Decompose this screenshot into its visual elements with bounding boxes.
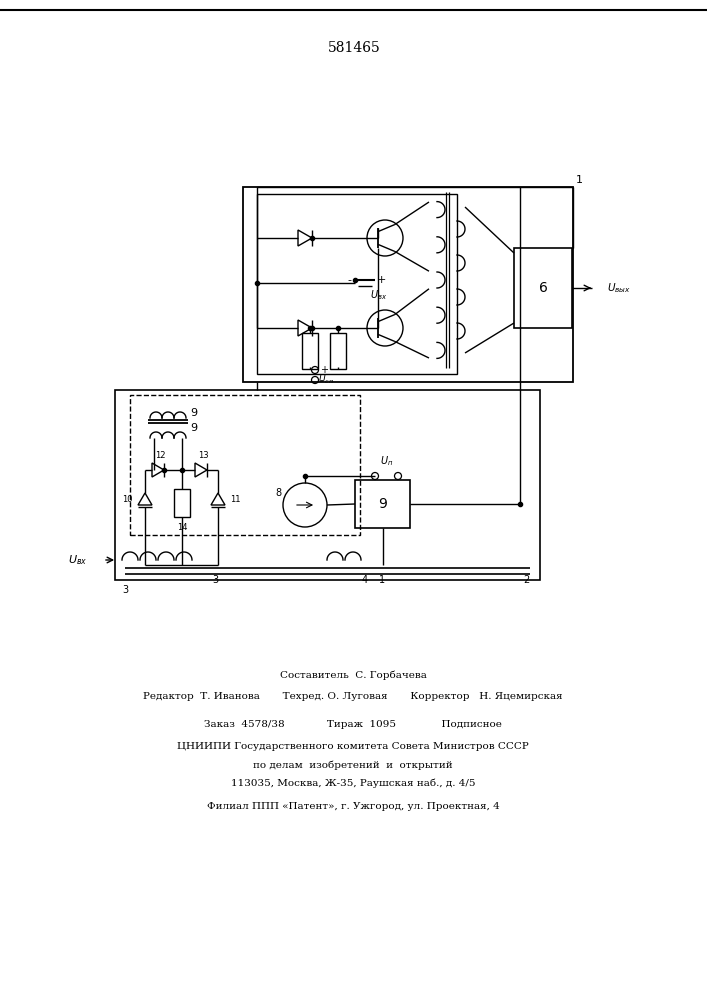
Polygon shape bbox=[138, 493, 152, 505]
Text: 3: 3 bbox=[122, 585, 128, 595]
Text: +: + bbox=[320, 365, 328, 375]
Text: Филиал ППП «Патент», г. Ужгород, ул. Проектная, 4: Филиал ППП «Патент», г. Ужгород, ул. Про… bbox=[206, 802, 499, 811]
Text: 1: 1 bbox=[576, 175, 583, 185]
Text: $U_{вых}$: $U_{вых}$ bbox=[607, 281, 631, 295]
Text: $U_п$: $U_п$ bbox=[380, 454, 393, 468]
Text: по делам  изобретений  и  открытий: по делам изобретений и открытий bbox=[253, 760, 452, 770]
Text: 14: 14 bbox=[177, 523, 187, 532]
Polygon shape bbox=[211, 493, 225, 505]
Bar bbox=[257, 194, 457, 374]
Text: ЦНИИПИ Государственного комитета Совета Министров СССР: ЦНИИПИ Государственного комитета Совета … bbox=[177, 742, 529, 751]
Polygon shape bbox=[298, 230, 312, 246]
Text: 4: 4 bbox=[362, 575, 368, 585]
Text: 8: 8 bbox=[275, 488, 281, 498]
Polygon shape bbox=[298, 320, 312, 336]
Text: $U_{вх}$: $U_{вх}$ bbox=[370, 288, 387, 302]
Text: -: - bbox=[347, 275, 351, 285]
Bar bbox=[130, 395, 360, 535]
Text: 9: 9 bbox=[190, 408, 197, 418]
Text: 9: 9 bbox=[190, 423, 197, 433]
Polygon shape bbox=[195, 463, 207, 477]
Text: 12: 12 bbox=[155, 451, 165, 460]
Text: $U_{сп}$: $U_{сп}$ bbox=[318, 373, 334, 385]
Text: 13: 13 bbox=[198, 451, 209, 460]
Text: Заказ  4578/38             Тираж  1095              Подписное: Заказ 4578/38 Тираж 1095 Подписное bbox=[204, 720, 502, 729]
Text: Редактор  Т. Иванова       Техред. О. Луговая       Корректор   Н. Яцемирская: Редактор Т. Иванова Техред. О. Луговая К… bbox=[144, 692, 563, 701]
Polygon shape bbox=[152, 463, 164, 477]
Bar bbox=[514, 248, 572, 328]
Text: 10: 10 bbox=[122, 495, 133, 504]
Text: 6: 6 bbox=[539, 281, 547, 295]
Bar bbox=[174, 489, 190, 517]
Text: 2: 2 bbox=[524, 575, 530, 585]
Text: -: - bbox=[320, 375, 324, 385]
Text: +: + bbox=[377, 275, 386, 285]
Bar bbox=[302, 333, 318, 369]
Bar bbox=[243, 187, 573, 382]
Text: 9: 9 bbox=[378, 497, 387, 511]
Text: 11: 11 bbox=[230, 495, 240, 504]
Text: Составитель  С. Горбачева: Составитель С. Горбачева bbox=[279, 670, 426, 680]
Text: 1: 1 bbox=[380, 575, 385, 585]
Text: 3: 3 bbox=[212, 575, 218, 585]
Text: 113035, Москва, Ж-35, Раушская наб., д. 4/5: 113035, Москва, Ж-35, Раушская наб., д. … bbox=[230, 778, 475, 788]
Text: 581465: 581465 bbox=[327, 41, 380, 55]
Bar bbox=[330, 333, 346, 369]
Bar bbox=[355, 480, 410, 528]
Text: $U_{вх}$: $U_{вх}$ bbox=[68, 553, 87, 567]
Bar bbox=[115, 390, 540, 580]
